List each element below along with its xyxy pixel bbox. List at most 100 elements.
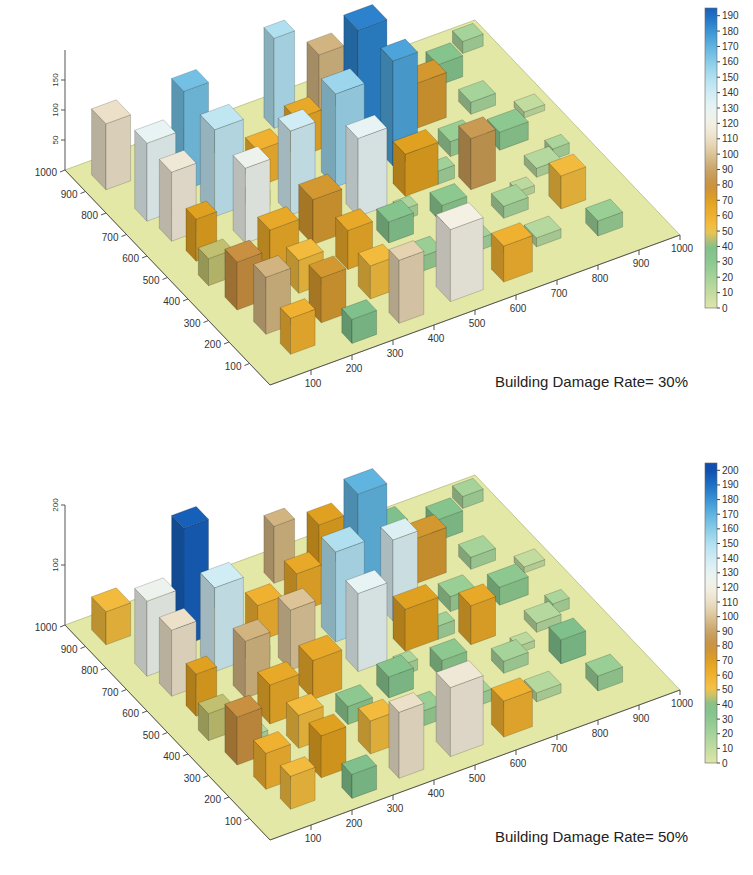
colorbar-tick	[717, 733, 720, 734]
colorbar-tick	[717, 31, 720, 32]
x-tick-label: 800	[592, 273, 609, 284]
colorbar-tick-label: 50	[722, 226, 734, 237]
colorbar-tick	[717, 108, 720, 109]
colorbar-tick	[717, 484, 720, 485]
x-tick	[680, 690, 681, 695]
annotation: Building Damage Rate= 30%	[495, 373, 688, 390]
x-tick	[311, 825, 312, 830]
building-face	[159, 159, 171, 241]
colorbar-tick	[717, 123, 720, 124]
building-face	[450, 218, 483, 302]
z-tick-label: 100	[51, 103, 60, 117]
colorbar-tick	[717, 602, 720, 603]
x-tick-label: 1000	[671, 698, 694, 709]
building-top	[280, 757, 315, 777]
x-tick	[598, 720, 599, 725]
x-tick-label: 500	[469, 318, 486, 329]
x-tick-label: 900	[633, 713, 650, 724]
building-face	[399, 703, 424, 778]
building-top	[245, 584, 282, 606]
building-top	[549, 618, 586, 640]
colorbar-tick	[717, 92, 720, 93]
building-top	[307, 33, 344, 55]
building-face	[321, 537, 335, 642]
building	[453, 23, 484, 53]
building-top	[254, 255, 291, 277]
z-tick-label: 150	[51, 73, 60, 87]
building-top	[172, 69, 209, 91]
building-top	[346, 570, 387, 594]
colorbar-tick	[717, 763, 720, 764]
colorbar-tick-label: 90	[722, 626, 734, 637]
building-top	[159, 150, 196, 172]
x-tick-label: 800	[592, 728, 609, 739]
y-tick	[163, 733, 168, 735]
x-tick-label: 100	[305, 378, 322, 389]
building-face	[471, 130, 496, 190]
colorbar-tick	[717, 616, 720, 617]
x-tick-label: 300	[387, 348, 404, 359]
building	[346, 570, 387, 672]
building-top	[487, 564, 528, 587]
building-top	[280, 299, 315, 319]
colorbar-tick-label: 90	[722, 164, 734, 175]
x-tick	[434, 325, 435, 330]
building	[459, 80, 496, 114]
x-tick	[475, 310, 476, 315]
buildings	[92, 5, 623, 355]
building-face	[135, 588, 147, 676]
x-tick	[393, 795, 394, 800]
colorbar-tick	[717, 719, 720, 720]
colorbar-tick-label: 30	[722, 256, 734, 267]
building-top	[172, 506, 209, 528]
colorbar-tick	[717, 675, 720, 676]
colorbar-tick-label: 80	[722, 640, 734, 651]
building-top	[299, 174, 342, 200]
building	[491, 184, 528, 218]
y-tick-label: 1000	[35, 167, 58, 178]
building	[299, 174, 342, 245]
z-tick-label: 50	[51, 135, 60, 144]
y-tick-label: 300	[184, 318, 201, 329]
building-top	[430, 184, 467, 206]
colorbar-tick-label: 60	[722, 210, 734, 221]
x-tick	[311, 370, 312, 375]
building-top	[159, 608, 196, 630]
colorbar-tick	[717, 184, 720, 185]
colorbar-tick	[717, 231, 720, 232]
colorbar-tick-label: 30	[722, 714, 734, 725]
x-tick	[557, 735, 558, 740]
colorbar-tick	[717, 46, 720, 47]
colorbar-tick	[717, 154, 720, 155]
building-top	[491, 678, 532, 701]
y-tick-label: 100	[225, 361, 242, 372]
y-tick	[122, 690, 127, 692]
colorbar-tick	[717, 200, 720, 201]
colorbar-tick	[717, 77, 720, 78]
y-tick	[142, 256, 147, 258]
colorbar-tick-label: 130	[722, 103, 739, 114]
colorbar-tick-label: 170	[722, 509, 739, 520]
x-tick	[352, 355, 353, 360]
building-top	[586, 654, 623, 676]
building-face	[358, 128, 387, 216]
y-tick	[60, 170, 65, 172]
colorbar-tick-label: 160	[722, 56, 739, 67]
building	[491, 678, 532, 737]
building-top	[393, 584, 438, 609]
building-top	[459, 117, 496, 139]
building-top	[200, 562, 243, 588]
x-tick-label: 200	[346, 818, 363, 829]
colorbar-tick-label: 130	[722, 567, 739, 578]
y-tick	[81, 647, 86, 649]
building	[491, 223, 532, 282]
colorbar-tick	[717, 261, 720, 262]
building-top	[135, 120, 176, 143]
z-tick-label: 200	[51, 498, 60, 512]
building-face	[358, 583, 387, 672]
colorbar-tick-label: 100	[722, 611, 739, 622]
colorbar-tick	[717, 61, 720, 62]
building-top	[436, 661, 483, 688]
building-top	[233, 146, 270, 168]
colorbar-tick-label: 40	[722, 699, 734, 710]
